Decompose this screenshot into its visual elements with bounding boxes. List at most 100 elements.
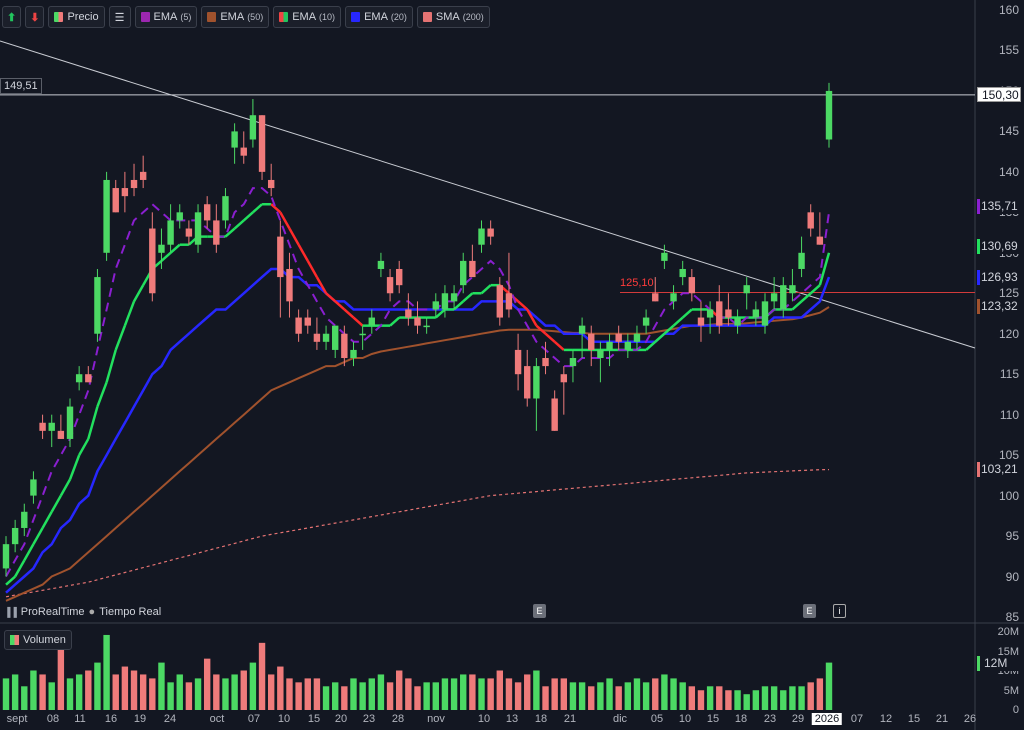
time-axis-label: 15 [706, 713, 720, 725]
candle-body [405, 309, 412, 318]
indicator-sma200[interactable]: SMA (200) [416, 6, 490, 28]
time-axis-label: 18 [534, 713, 548, 725]
volume-bar [249, 662, 257, 710]
price-axis-tick: 115 [999, 367, 1019, 382]
price-axis-tick: 95 [1005, 529, 1019, 544]
brand-name: ProRealTime [20, 606, 85, 618]
candle-body [203, 204, 211, 221]
volume-bar [524, 674, 531, 710]
candle-body [386, 277, 394, 294]
volume-bar [203, 658, 211, 710]
volume-bar [432, 682, 439, 710]
candle-body [496, 285, 504, 318]
time-axis-label: 21 [935, 713, 949, 725]
volume-toggle[interactable]: Volumen [4, 630, 72, 650]
volume-bar [450, 678, 458, 710]
indicator-ema50[interactable]: EMA (50) [201, 6, 270, 28]
indicator-label: EMA [364, 11, 388, 23]
time-axis-label: 26 [963, 713, 977, 725]
list-icon: ☰ [114, 11, 125, 24]
volume-bar [551, 678, 558, 710]
volume-bar [697, 690, 705, 710]
volume-bar [496, 670, 504, 710]
volume-bar [66, 678, 74, 710]
ema10-segment [78, 438, 90, 456]
volume-bar [158, 662, 165, 710]
volume-bar [11, 674, 19, 710]
ema10-segment [672, 316, 684, 327]
volume-bar [396, 670, 403, 710]
ema10-segment [343, 308, 355, 319]
time-axis-label: 15 [307, 713, 321, 725]
candle-body [578, 325, 586, 334]
candle-body [377, 260, 385, 269]
indicator-label: SMA [435, 11, 460, 23]
volume-bar [469, 674, 476, 710]
time-axis-label: 10 [477, 713, 491, 725]
indicator-ema5[interactable]: EMA (5) [134, 6, 198, 28]
candle-body [560, 374, 568, 383]
volume-bar [295, 682, 302, 710]
candle-body [487, 228, 494, 237]
ema10-segment [252, 203, 263, 214]
candle-body [121, 188, 129, 197]
candle-body [66, 406, 74, 439]
time-axis-label: 13 [505, 713, 519, 725]
scroll-up-button[interactable]: ⬆ [2, 6, 22, 28]
time-axis-label: 12 [879, 713, 893, 725]
ema10-segment [96, 381, 108, 408]
candle-body [460, 260, 467, 286]
indicator-param: (5) [180, 12, 192, 22]
volume-bar [405, 678, 412, 710]
candle-body [231, 131, 238, 148]
ema10-segment [306, 260, 318, 278]
volume-value-box: 12M [977, 656, 1021, 671]
ema10-segment [68, 454, 81, 480]
info-badge[interactable]: i [833, 604, 846, 618]
volume-bar [39, 674, 46, 710]
indicator-label: EMA [153, 11, 178, 23]
candle-body [240, 147, 247, 156]
earnings-badge[interactable]: E [533, 604, 546, 618]
candle-body [825, 90, 833, 140]
volume-bar [386, 682, 394, 710]
candle-body [642, 317, 650, 326]
candle-body [322, 333, 330, 342]
volume-bar [48, 682, 55, 710]
ema10-segment [654, 332, 666, 343]
prorealtime-logo-icon: ▐▐ [4, 607, 17, 617]
list-button[interactable]: ☰ [108, 6, 131, 28]
time-axis-label: 10 [277, 713, 291, 725]
ema10-segment [791, 300, 803, 311]
volume-bar [414, 686, 421, 710]
volume-bar [350, 678, 357, 710]
volume-bar [359, 682, 366, 710]
ema5-line [5, 187, 830, 577]
indicator-ema10[interactable]: EMA (10) [273, 6, 342, 28]
ema10-segment [41, 511, 53, 529]
earnings-badge[interactable]: E [803, 604, 816, 618]
volume-bar [130, 670, 138, 710]
scroll-down-button[interactable]: ⬇ [25, 6, 45, 28]
time-axis-label: 05 [650, 713, 664, 725]
indicator-ema20[interactable]: EMA (20) [345, 6, 413, 28]
ema10-value-box: 130,69 [977, 239, 1021, 255]
candle-body [624, 341, 632, 350]
ema10-segment [14, 559, 26, 578]
candle-body [789, 285, 796, 294]
price-toggle[interactable]: Precio [48, 6, 105, 28]
candle-body [816, 236, 824, 245]
volume-bar [642, 682, 650, 710]
price-axis-tick: 120 [998, 326, 1019, 341]
volume-bar [752, 690, 760, 710]
candle-body [725, 309, 732, 318]
value-box-color-bar [977, 198, 980, 214]
volume-bar [341, 686, 348, 710]
time-axis-label: 23 [362, 713, 376, 725]
indicator-label: EMA [220, 11, 245, 23]
volume-bar [560, 678, 568, 710]
ema10-segment [389, 316, 401, 327]
volume-axis-tick: 15M [997, 645, 1019, 658]
